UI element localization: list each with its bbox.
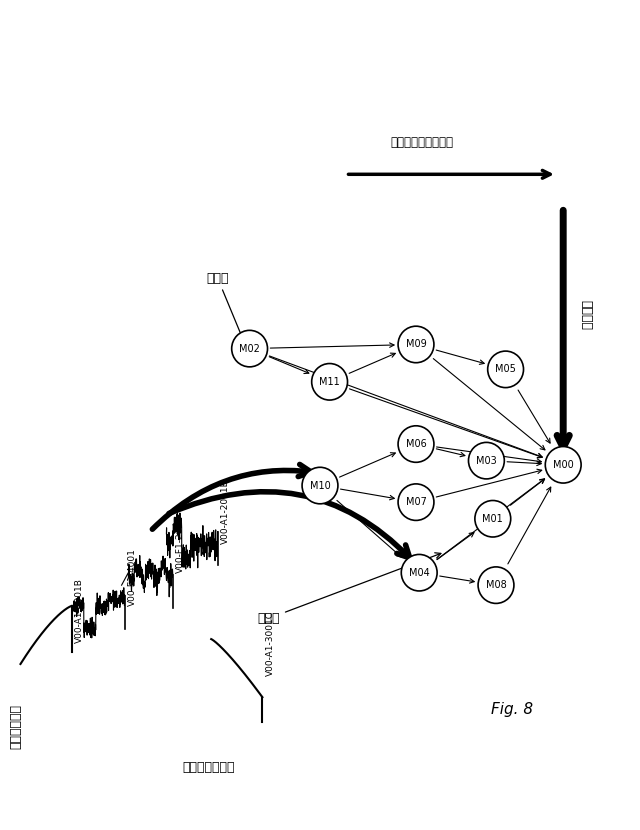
- Ellipse shape: [475, 500, 511, 537]
- Ellipse shape: [398, 484, 434, 520]
- Ellipse shape: [398, 326, 434, 363]
- Text: M06: M06: [406, 439, 426, 449]
- Text: M09: M09: [406, 339, 426, 349]
- Text: M00: M00: [553, 460, 573, 470]
- Text: イベントまでの時間: イベントまでの時間: [390, 136, 453, 149]
- Text: ノード: ノード: [206, 271, 248, 351]
- Text: M10: M10: [310, 481, 330, 491]
- Text: V00-A1-3001B: V00-A1-3001B: [75, 579, 84, 643]
- Ellipse shape: [398, 426, 434, 462]
- Text: M08: M08: [486, 580, 506, 590]
- Text: V00-F1-2002: V00-F1-2002: [176, 515, 185, 573]
- Text: V00-A1-3001C: V00-A1-3001C: [266, 612, 275, 676]
- Ellipse shape: [488, 351, 524, 388]
- Text: Fig. 8: Fig. 8: [491, 702, 533, 717]
- Ellipse shape: [478, 567, 514, 603]
- Text: M03: M03: [476, 456, 497, 466]
- Text: M11: M11: [319, 377, 340, 387]
- Text: M07: M07: [406, 497, 426, 507]
- Text: V00-A1-2001B: V00-A1-2001B: [221, 479, 230, 544]
- Ellipse shape: [312, 364, 348, 400]
- Text: M05: M05: [495, 364, 516, 374]
- Text: M02: M02: [239, 344, 260, 354]
- Ellipse shape: [401, 554, 437, 591]
- Ellipse shape: [302, 467, 338, 504]
- Text: 前兆パターン: 前兆パターン: [10, 704, 22, 749]
- Text: イベント: イベント: [579, 300, 592, 330]
- Text: M04: M04: [409, 568, 429, 578]
- Text: V00-F1-4001: V00-F1-4001: [128, 548, 137, 606]
- Text: M01: M01: [483, 514, 503, 524]
- Ellipse shape: [468, 442, 504, 479]
- Text: 従属関係グラフ: 従属関係グラフ: [182, 761, 235, 774]
- Ellipse shape: [545, 447, 581, 483]
- Ellipse shape: [232, 330, 268, 367]
- Text: エッジ: エッジ: [257, 553, 441, 625]
